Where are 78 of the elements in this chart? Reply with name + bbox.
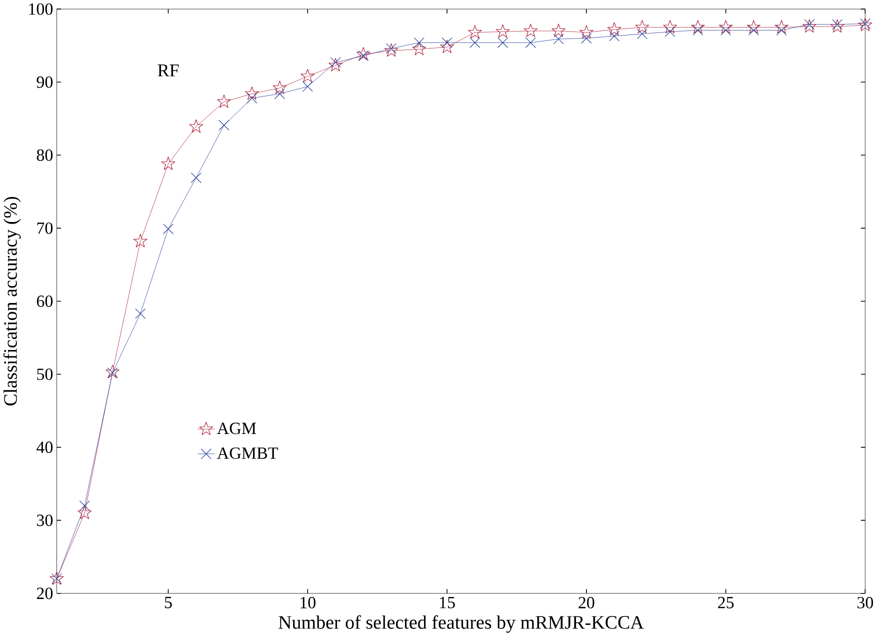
point [524,24,538,37]
y-tick-label: 100 [29,3,53,15]
point [774,20,789,34]
point [525,37,536,48]
point [470,37,480,48]
y-axis-title: Classification accuracy (%) [3,196,21,406]
point [858,18,872,32]
point [496,24,510,38]
point [190,172,202,184]
point [107,368,118,378]
point [135,308,146,319]
legend-label: AGMBT [217,447,278,459]
x-tick-label: 10 [300,596,316,608]
point [106,364,120,378]
point [720,24,732,36]
point [356,47,370,60]
y-tick-label: 70 [37,222,53,234]
y-tick-label: 50 [37,368,53,380]
point [636,28,648,40]
x-tick-label: 5 [164,596,172,608]
point [302,81,313,92]
point [189,119,204,133]
point [609,30,620,42]
point [78,506,92,519]
point [218,120,230,130]
point [607,22,622,36]
point [328,58,342,72]
point [386,43,397,54]
y-tick-label: 80 [36,149,53,161]
y-tick-label: 60 [36,295,53,307]
y-tick-label: 40 [36,442,53,454]
x-tick-label: 20 [578,596,594,608]
point [468,25,482,38]
point [412,42,426,56]
point [161,156,176,170]
point [440,40,454,53]
point [330,57,341,68]
legend-label: AGM [217,422,256,434]
x-tick-label: 25 [718,596,734,608]
point [553,34,564,44]
point [579,25,594,38]
point [300,68,315,82]
x-axis-title: Number of selected features by mRMJR-KCCA [278,615,644,633]
point [718,20,733,34]
point [748,24,759,36]
point [274,88,286,100]
point [581,32,592,44]
point [246,92,258,104]
point [692,24,704,36]
y-tick-label: 20 [36,588,53,600]
point [802,19,816,33]
point [776,24,787,36]
point [804,19,815,30]
x-tick-label: 15 [440,596,455,608]
point [442,37,452,48]
point [162,224,174,234]
point [832,19,843,30]
point [746,20,761,34]
point [217,94,231,108]
point [358,50,369,62]
point [635,20,650,34]
point [498,37,508,48]
point [664,26,676,37]
point [552,24,566,37]
point [384,43,398,57]
point [133,234,148,248]
point [860,18,870,29]
point [244,86,259,100]
annotation: RF [158,64,179,76]
point [272,80,287,94]
point [830,19,844,33]
point [79,500,90,511]
y-tick-label: 30 [37,514,53,526]
x-tick-label: 30 [857,596,874,608]
y-tick-label: 90 [36,76,53,88]
point [414,37,424,48]
point [690,20,705,34]
point [663,20,677,34]
